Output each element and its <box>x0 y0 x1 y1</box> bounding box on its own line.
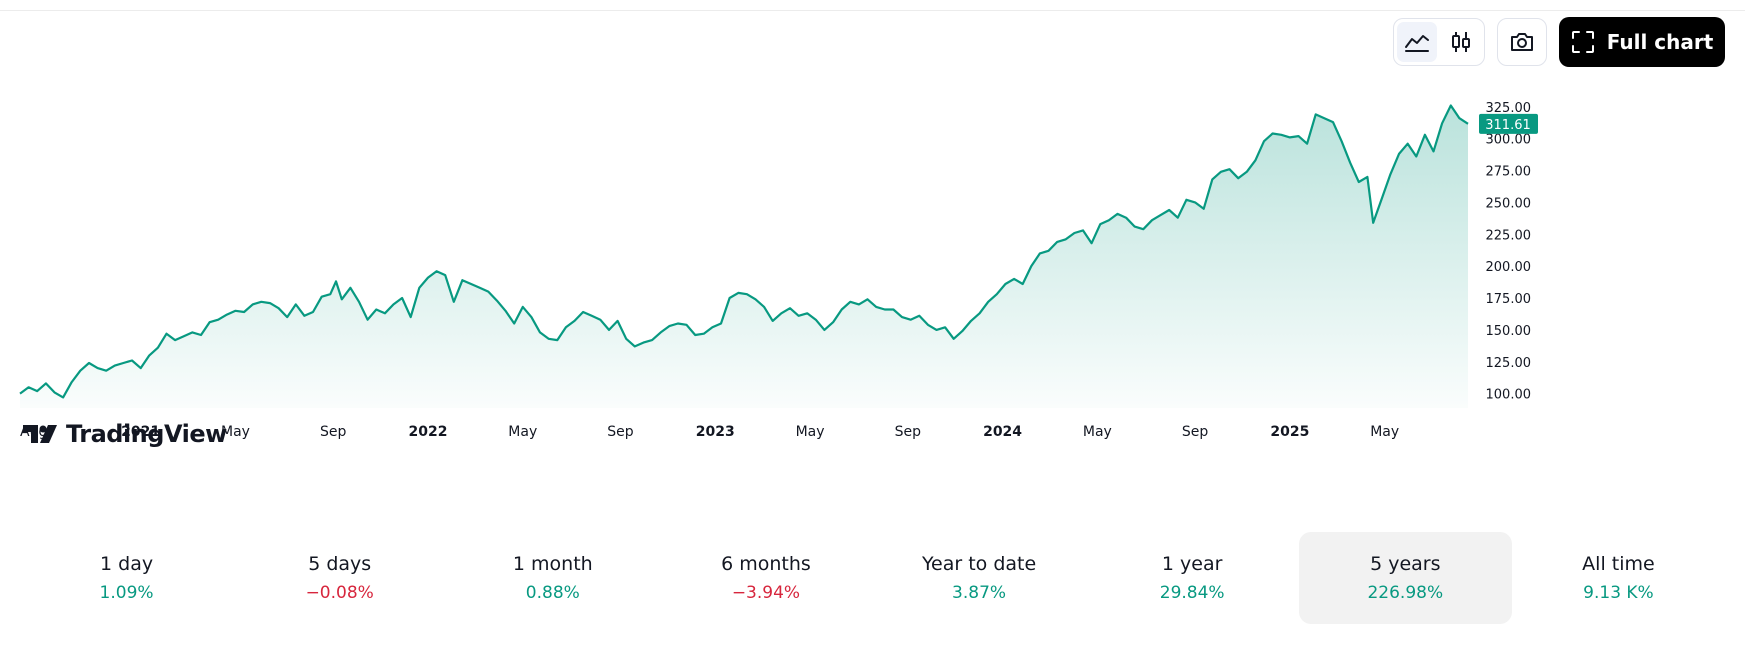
period-change: 29.84% <box>1159 583 1225 603</box>
y-tick-label: 275.00 <box>1486 165 1532 180</box>
period-change: 1.09% <box>99 583 154 603</box>
area-chart-icon <box>1405 35 1429 52</box>
period-label: Year to date <box>921 553 1037 575</box>
top-divider <box>0 10 1745 11</box>
period-tab[interactable]: All time 9.13 K% <box>1512 532 1725 624</box>
period-tab[interactable]: 5 years 226.98% <box>1298 532 1512 624</box>
chart-toolbar: Full chart <box>1393 17 1725 67</box>
chart-type-switch <box>1393 18 1485 66</box>
period-label: 5 years <box>1370 553 1441 575</box>
x-tick-label: Sep <box>320 424 347 440</box>
y-tick-label: 175.00 <box>1486 292 1532 307</box>
period-tab[interactable]: 1 month 0.88% <box>446 532 659 624</box>
price-area-fill <box>20 105 1468 408</box>
x-tick-label: Sep <box>607 424 634 440</box>
x-tick-label: May <box>508 424 537 440</box>
period-label: 1 day <box>100 553 154 575</box>
camera-icon <box>1511 33 1533 51</box>
candles-chart-button[interactable] <box>1441 22 1481 62</box>
period-tab[interactable]: 5 days −0.08% <box>233 532 446 624</box>
y-tick-label: 225.00 <box>1486 228 1532 243</box>
period-tab[interactable]: Year to date 3.87% <box>873 532 1086 624</box>
x-tick-label: 2022 <box>408 424 447 440</box>
last-price-badge: 311.61 <box>1479 113 1538 134</box>
y-axis: 325.00 300.00 275.00 250.00 225.00 200.00 175.… <box>1486 101 1532 403</box>
period-label: 1 year <box>1161 553 1223 575</box>
x-tick-label: May <box>1370 424 1399 440</box>
period-change: 226.98% <box>1367 583 1444 603</box>
candles-chart-icon <box>1452 32 1470 52</box>
period-label: All time <box>1582 553 1655 575</box>
tradingview-logo-icon <box>23 425 57 443</box>
price-line <box>19 104 1469 399</box>
fullscreen-icon <box>1571 31 1594 53</box>
logo-text: TradingView <box>66 420 227 448</box>
period-label: 6 months <box>721 553 811 575</box>
x-tick-label: May <box>1083 424 1112 440</box>
price-chart[interactable]: 325.00 300.00 275.00 250.00 225.00 200.00 175.… <box>0 70 1745 500</box>
x-tick-label: May <box>796 424 825 440</box>
period-label: 5 days <box>308 553 372 575</box>
x-tick-label: 2025 <box>1270 424 1309 440</box>
period-tab[interactable]: 6 months −3.94% <box>659 532 872 624</box>
x-axis: Aug2021MaySep2022MaySep2023MaySep2024May… <box>20 424 1399 440</box>
y-tick-label: 325.00 <box>1486 101 1532 116</box>
area-chart-button[interactable] <box>1397 22 1437 62</box>
period-change: −3.94% <box>731 583 801 603</box>
y-tick-label: 300.00 <box>1486 133 1532 148</box>
period-selector: 1 day 1.09% 5 days −0.08% 1 month 0.88% 6 mont… <box>20 532 1725 624</box>
x-tick-label: May <box>221 424 250 440</box>
period-label: 1 month <box>512 553 593 575</box>
period-tab[interactable]: 1 year 29.84% <box>1086 532 1299 624</box>
tradingview-logo: TradingView <box>22 420 227 448</box>
snapshot-button[interactable] <box>1497 18 1547 66</box>
full-chart-label: Full chart <box>1606 30 1714 54</box>
period-change: −0.08% <box>305 583 374 603</box>
x-tick-label: Sep <box>895 424 922 440</box>
period-tab[interactable]: 1 day 1.09% <box>20 532 233 624</box>
last-price-badge-bg <box>1479 113 1538 134</box>
full-chart-button[interactable]: Full chart <box>1559 17 1725 67</box>
period-change: 0.88% <box>525 583 580 603</box>
x-tick-label: Sep <box>1182 424 1209 440</box>
last-price-value: 311.61 <box>1485 118 1531 133</box>
x-tick-label: 2021 <box>121 424 160 440</box>
y-tick-label: 200.00 <box>1486 260 1532 275</box>
x-tick-label: 2023 <box>696 424 735 440</box>
y-tick-label: 250.00 <box>1486 196 1532 211</box>
period-change: 3.87% <box>952 583 1007 603</box>
period-change: 9.13 K% <box>1583 583 1654 603</box>
y-tick-label: 150.00 <box>1486 324 1532 339</box>
y-tick-label: 100.00 <box>1486 388 1532 403</box>
x-tick-label: 2024 <box>983 424 1022 440</box>
y-tick-label: 125.00 <box>1486 356 1532 371</box>
